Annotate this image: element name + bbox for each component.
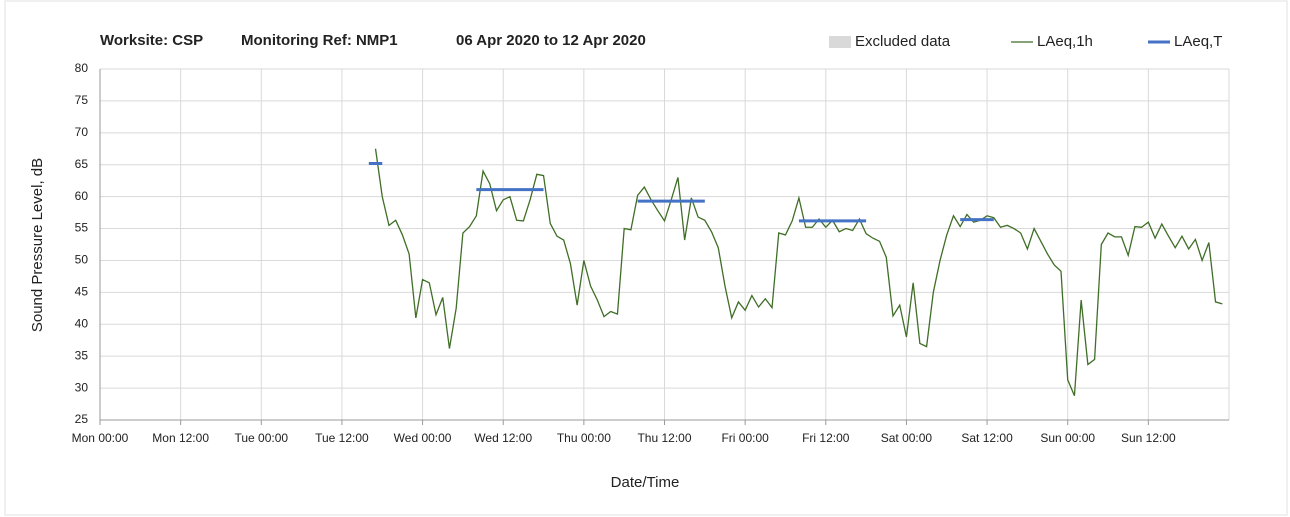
legend-label: Excluded data (855, 33, 951, 50)
data-line (368, 161, 994, 223)
legend-label: LAeq,1h (1037, 33, 1093, 50)
x-tick-label: Fri 00:00 (721, 431, 769, 445)
x-axis-label: Date/Time (611, 474, 680, 491)
chart-title: Monitoring Ref: NMP1 (241, 32, 398, 49)
legend-swatch (829, 36, 851, 48)
x-tick-label: Wed 00:00 (394, 431, 452, 445)
x-tick-label: Fri 12:00 (802, 431, 850, 445)
x-tick-label: Tue 12:00 (315, 431, 369, 445)
y-axis-label: Sound Pressure Level, dB (29, 158, 46, 332)
y-tick-label: 50 (75, 253, 89, 267)
y-tick-label: 55 (75, 221, 89, 235)
x-tick-label: Sun 12:00 (1121, 431, 1176, 445)
x-tick-label: Sat 12:00 (961, 431, 1013, 445)
x-tick-label: Tue 00:00 (234, 431, 288, 445)
x-tick-label: Wed 12:00 (474, 431, 532, 445)
data-line (374, 148, 1223, 397)
x-tick-label: Thu 00:00 (557, 431, 611, 445)
x-tick-label: Sat 00:00 (881, 431, 933, 445)
y-tick-label: 40 (75, 316, 89, 330)
x-tick-label: Mon 00:00 (72, 431, 129, 445)
legend-label: LAeq,T (1174, 33, 1222, 50)
x-tick-label: Mon 12:00 (152, 431, 209, 445)
x-tick-label: Sun 00:00 (1040, 431, 1095, 445)
y-tick-label: 30 (75, 380, 89, 394)
frame (4, 0, 1288, 516)
y-tick-label: 60 (75, 189, 89, 203)
chart-title: Worksite: CSP (100, 32, 203, 49)
y-tick-label: 70 (75, 125, 89, 139)
y-tick-label: 65 (75, 157, 89, 171)
y-tick-label: 75 (75, 93, 89, 107)
y-tick-label: 25 (75, 412, 89, 426)
chart-title: 06 Apr 2020 to 12 Apr 2020 (456, 32, 646, 49)
x-tick-label: Thu 12:00 (637, 431, 691, 445)
y-tick-label: 80 (75, 61, 89, 75)
y-tick-label: 35 (75, 348, 89, 362)
y-tick-label: 45 (75, 285, 89, 299)
